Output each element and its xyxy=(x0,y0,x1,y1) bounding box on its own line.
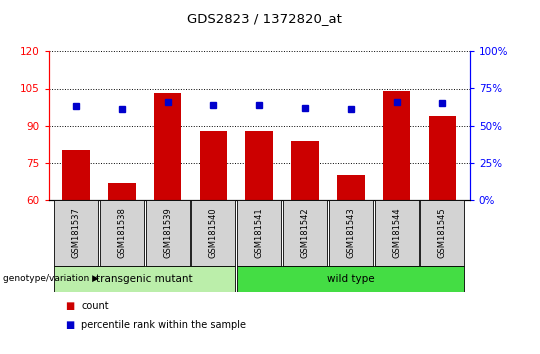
Bar xyxy=(54,200,98,266)
Bar xyxy=(337,175,364,200)
Bar xyxy=(237,266,464,292)
Text: ■: ■ xyxy=(65,320,74,330)
Text: GSM181537: GSM181537 xyxy=(72,207,80,258)
Bar xyxy=(100,200,144,266)
Text: GDS2823 / 1372820_at: GDS2823 / 1372820_at xyxy=(187,12,342,25)
Text: percentile rank within the sample: percentile rank within the sample xyxy=(81,320,246,330)
Bar xyxy=(420,200,464,266)
Text: count: count xyxy=(81,301,109,311)
Text: genotype/variation ▶: genotype/variation ▶ xyxy=(3,274,99,283)
Text: GSM181538: GSM181538 xyxy=(117,207,126,258)
Bar xyxy=(429,116,456,200)
Bar xyxy=(192,200,235,266)
Bar xyxy=(329,200,373,266)
Bar xyxy=(146,200,190,266)
Text: ■: ■ xyxy=(65,301,74,311)
Text: GSM181539: GSM181539 xyxy=(163,207,172,258)
Text: wild type: wild type xyxy=(327,274,375,284)
Bar xyxy=(200,131,227,200)
Text: transgenic mutant: transgenic mutant xyxy=(97,274,193,284)
Bar xyxy=(375,200,418,266)
Bar xyxy=(154,93,181,200)
Text: GSM181542: GSM181542 xyxy=(300,207,309,258)
Bar xyxy=(283,200,327,266)
Text: GSM181540: GSM181540 xyxy=(209,207,218,258)
Text: GSM181545: GSM181545 xyxy=(438,207,447,258)
Bar xyxy=(62,150,90,200)
Text: GSM181543: GSM181543 xyxy=(346,207,355,258)
Bar xyxy=(108,183,136,200)
Bar xyxy=(246,131,273,200)
Bar xyxy=(383,91,410,200)
Bar xyxy=(237,200,281,266)
Bar xyxy=(291,141,319,200)
Text: GSM181541: GSM181541 xyxy=(255,207,264,258)
Bar xyxy=(54,266,235,292)
Text: GSM181544: GSM181544 xyxy=(392,207,401,258)
